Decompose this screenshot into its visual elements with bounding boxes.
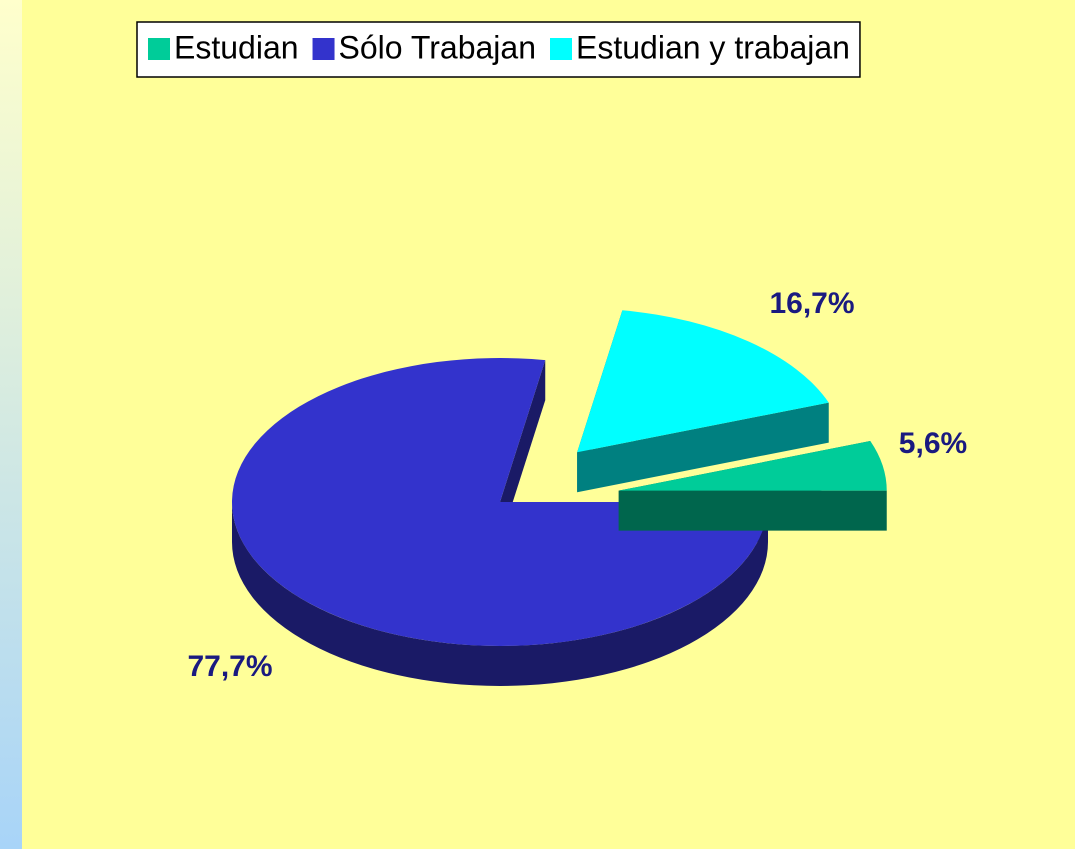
legend-label: Sólo Trabajan — [339, 29, 536, 65]
slice-side — [577, 402, 829, 493]
slice-side — [618, 490, 887, 531]
pie-slice — [577, 310, 829, 493]
legend-box — [136, 21, 861, 78]
side-strip — [0, 0, 22, 849]
legend: Estudian Sólo Trabajan Estudian y trabajan — [136, 21, 861, 78]
slice-wall — [232, 502, 768, 686]
slice-top — [232, 357, 769, 647]
legend-label: Estudian — [174, 29, 299, 65]
data-label: 16,7% — [769, 287, 854, 320]
slice-top — [577, 310, 829, 453]
legend-swatch — [312, 38, 335, 60]
data-label: 77,7% — [187, 650, 272, 683]
pie-slice — [618, 441, 887, 531]
data-label: 5,6% — [899, 427, 967, 460]
legend-swatch — [148, 38, 170, 60]
pie: 5,6% 77,7% 16,7% — [187, 287, 967, 686]
legend-swatch — [550, 38, 572, 60]
legend-label: Estudian y trabajan — [576, 29, 850, 65]
slice-top — [618, 441, 887, 491]
slice-side — [500, 360, 546, 542]
